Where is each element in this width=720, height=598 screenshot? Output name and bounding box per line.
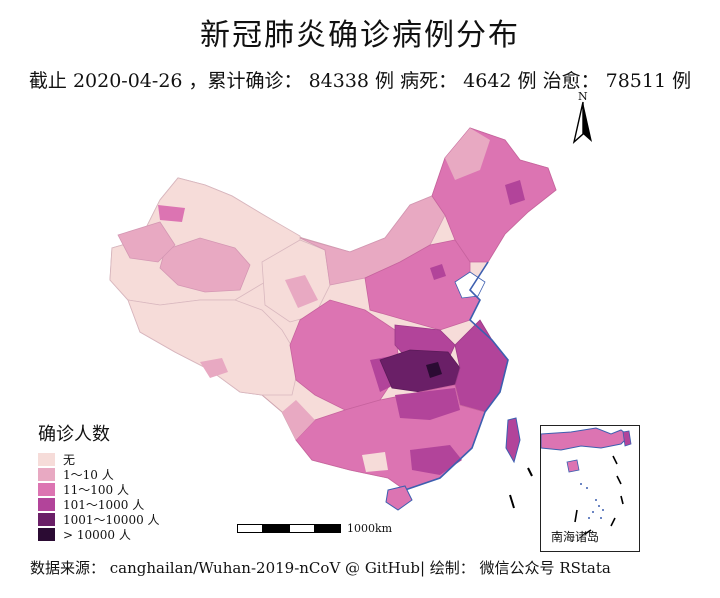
region-heilongjiang-west <box>445 128 490 180</box>
scale-segment <box>315 524 341 533</box>
legend-swatch <box>38 468 55 481</box>
inset-map <box>540 427 632 535</box>
region-xinjiang-west <box>117 221 176 263</box>
coastline <box>404 261 509 491</box>
inset-islands <box>580 483 604 519</box>
region-hunan-jiangxi <box>395 388 460 420</box>
legend-label: 1001～10000 人 <box>63 513 160 527</box>
region-beijing <box>430 264 446 280</box>
nine-dash-1 <box>509 494 515 509</box>
region-tibet-east <box>200 358 228 378</box>
legend-swatch <box>38 483 55 496</box>
nine-dash-2 <box>527 467 533 477</box>
scale-segment <box>237 524 263 533</box>
region-wuhan <box>426 362 442 378</box>
inset-taiwan <box>622 430 632 447</box>
legend-item: 1001～10000 人 <box>38 512 160 527</box>
south-china-sea-inset: 南海诸岛 <box>540 425 640 552</box>
region-hubei <box>379 349 461 393</box>
map-legend: 确诊人数 无 1～10 人 11～100 人 101～1000 人 1001～1… <box>38 420 160 542</box>
inset-coast <box>540 427 630 451</box>
scale-segment <box>263 524 289 533</box>
legend-swatch <box>38 498 55 511</box>
scale-bar: 1000km <box>237 522 392 535</box>
scale-label: 1000km <box>347 522 393 535</box>
legend-item: 无 <box>38 452 160 467</box>
legend-label: 1～10 人 <box>63 468 114 482</box>
region-qinghai-east <box>285 275 318 308</box>
legend-label: 101～1000 人 <box>63 498 145 512</box>
scale-segment <box>289 524 315 533</box>
legend-label: 无 <box>63 453 76 467</box>
map-subtitle: 截止 2020-04-26 ，累计确诊： 84338 例 病死： 4642 例 … <box>28 70 692 92</box>
data-source: 数据来源： canghailan/Wuhan-2019-nCoV @ GitHu… <box>30 559 611 577</box>
legend-label: > 10000 人 <box>63 528 131 542</box>
inset-label: 南海诸岛 <box>551 530 600 544</box>
region-taiwan <box>505 417 521 464</box>
legend-label: 11～100 人 <box>63 483 129 497</box>
region-guangdong <box>410 445 462 475</box>
legend-swatch <box>38 513 55 526</box>
legend-swatch <box>38 528 55 541</box>
inset-dash <box>574 455 624 535</box>
region-hainan <box>385 485 413 511</box>
north-label: N <box>578 90 588 103</box>
region-yunnan-south <box>362 452 388 472</box>
region-inner-mongolia <box>299 195 446 286</box>
legend-item: 1～10 人 <box>38 467 160 482</box>
region-xinjiang-north <box>159 237 251 293</box>
region-yunnan-west <box>282 400 315 440</box>
map-title: 新冠肺炎确诊病例分布 <box>200 18 520 53</box>
inset-hainan <box>566 459 580 473</box>
legend-item: > 10000 人 <box>38 527 160 542</box>
region-xinjiang-ili <box>158 205 185 222</box>
legend-item: 11～100 人 <box>38 482 160 497</box>
region-harbin <box>505 180 525 205</box>
north-arrow-icon <box>572 101 592 144</box>
legend-swatch <box>38 453 55 466</box>
legend-title: 确诊人数 <box>38 424 110 445</box>
legend-item: 101～1000 人 <box>38 497 160 512</box>
